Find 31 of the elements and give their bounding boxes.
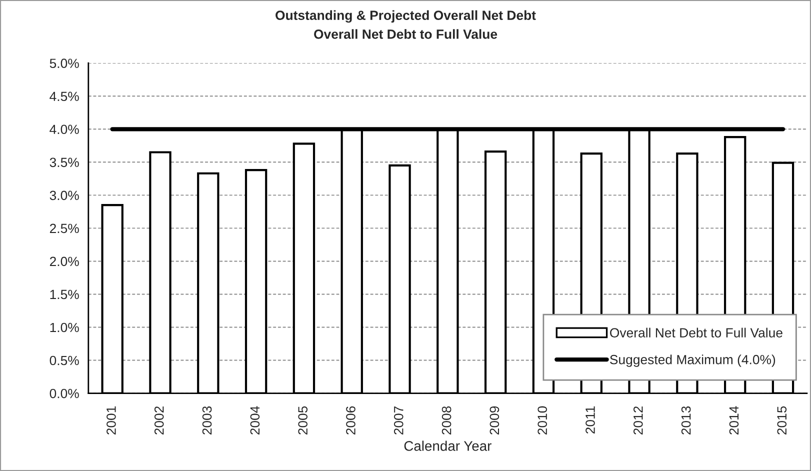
x-tick-label: 2015 (777, 406, 787, 434)
x-tick-label: 2002 (154, 406, 164, 434)
y-tick-label: 5.0% (50, 58, 79, 68)
y-tick-label: 3.0% (50, 190, 79, 200)
y-tick-label: 1.0% (50, 322, 79, 332)
x-tick-label: 2007 (394, 406, 404, 434)
y-tick-label: 2.5% (50, 224, 79, 234)
x-tick-label: 2009 (490, 406, 500, 434)
legend-label: Overall Net Debt to Full Value (610, 328, 782, 338)
x-tick-label: 2008 (442, 406, 452, 434)
x-tick-label: 2011 (586, 406, 595, 434)
y-tick-label: 0.5% (50, 356, 79, 366)
chart-subtitle: Overall Net Debt to Full Value (314, 29, 498, 39)
y-tick-label: 4.5% (50, 92, 79, 102)
x-tick-label: 2005 (298, 406, 308, 434)
x-tick-label: 2003 (202, 406, 212, 434)
x-tick-label: 2006 (346, 406, 356, 434)
y-tick-label: 0.0% (50, 388, 79, 398)
y-tick-label: 1.5% (50, 290, 79, 300)
x-tick-label: 2014 (729, 406, 739, 434)
legend-label: Suggested Maximum (4.0%) (610, 354, 776, 367)
x-tick-label: 2010 (538, 406, 548, 434)
x-axis-title: Calendar Year (404, 440, 492, 451)
x-tick-label: 2001 (106, 406, 116, 434)
x-tick-label: 2012 (633, 406, 643, 434)
y-tick-label: 4.0% (50, 124, 79, 134)
x-tick-label: 2004 (250, 406, 260, 434)
x-tick-label: 2013 (681, 406, 691, 434)
chart-title: Outstanding & Projected Overall Net Debt (276, 10, 536, 23)
y-tick-label: 2.0% (50, 256, 79, 266)
y-tick-label: 3.5% (50, 158, 79, 168)
